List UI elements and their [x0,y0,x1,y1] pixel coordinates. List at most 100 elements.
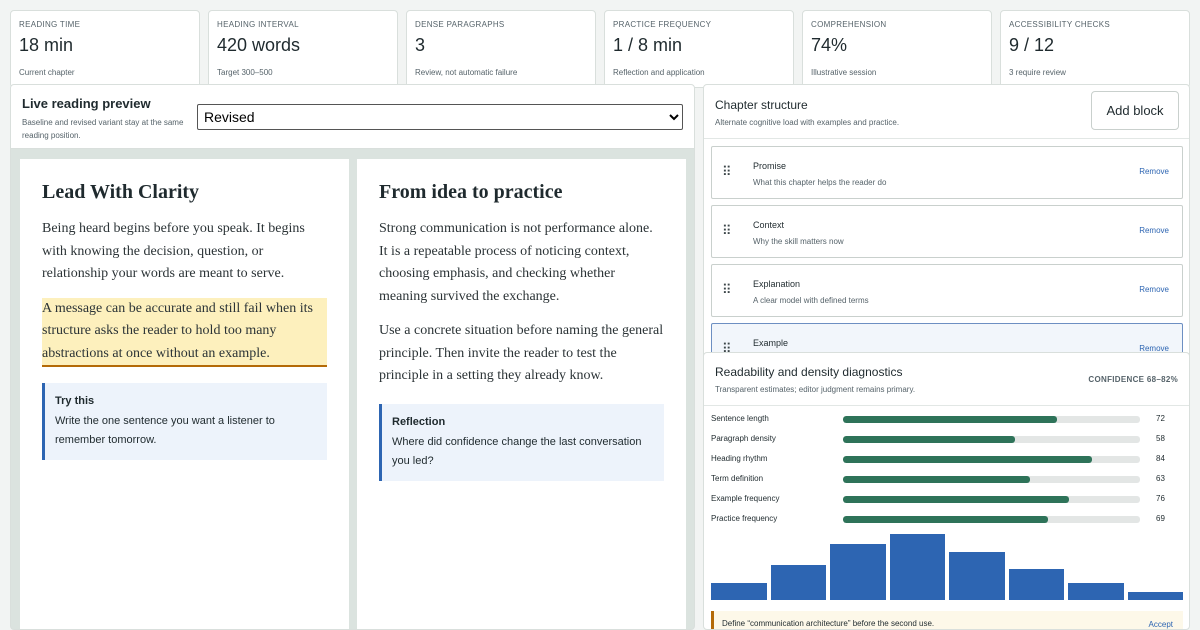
remove-block-button[interactable]: Remove [1139,226,1169,235]
diagnostics-subtitle: Transparent estimates; editor judgment r… [715,385,916,394]
metric-card-accessibility-checks: Accessibility checks 9 / 12 3 require re… [1000,10,1190,88]
metric-value: 18 min [19,35,74,55]
histogram-bar [1008,568,1064,600]
callout-title: Try this [55,395,95,407]
diagnostic-name: Term definition [711,474,764,483]
structure-block-explanation[interactable]: ⠿ Explanation A clear model with defined… [711,264,1183,317]
metric-label: Practice frequency [613,20,712,29]
page-heading: Lead With Clarity [42,181,200,203]
structure-block-context[interactable]: ⠿ Context Why the skill matters now Remo… [711,205,1183,258]
histogram-bar [830,544,886,600]
metric-label: Dense paragraphs [415,20,505,29]
metric-card-reading-time: Reading time 18 min Current chapter [10,10,200,88]
preview-description: Baseline and revised variant stay at the… [22,118,184,140]
diagnostic-row: Paragraph density 58 [711,433,1181,445]
flagged-paragraph[interactable]: A message can be accurate and still fail… [42,297,327,367]
diagnostic-name: Paragraph density [711,434,776,443]
histogram-bar [949,551,1005,600]
diagnostic-track [843,416,1140,423]
diagnostic-track [843,456,1140,463]
metric-card-practice-frequency: Practice frequency 1 / 8 min Reflection … [604,10,794,88]
structure-subtitle: Alternate cognitive load with examples a… [715,118,900,127]
diagnostic-row: Sentence length 72 [711,413,1181,425]
drag-handle-icon[interactable]: ⠿ [722,223,731,238]
metric-label: Accessibility checks [1009,20,1110,29]
diagnostic-name: Practice frequency [711,514,778,523]
callout-body: Where did confidence change the last con… [392,435,642,467]
chapter-structure-panel: Chapter structure Alternate cognitive lo… [703,84,1190,360]
diagnostics-panel: Readability and density diagnostics Tran… [703,352,1190,630]
metric-note: Reflection and application [613,68,705,77]
diagnostic-row: Example frequency 76 [711,493,1181,505]
diagnostic-name: Sentence length [711,414,769,423]
density-histogram [711,533,1183,600]
add-block-button[interactable]: Add block [1091,91,1179,130]
metric-label: Reading time [19,20,81,29]
drag-handle-icon[interactable]: ⠿ [722,341,731,356]
diagnostic-value: 72 [1156,414,1165,423]
histogram-bar [889,534,945,600]
variant-select[interactable]: Revised [197,104,683,130]
reflection-callout: Reflection Where did confidence change t… [379,403,664,481]
block-description: What this chapter helps the reader do [753,178,887,187]
diagnostic-bar [843,496,1069,503]
page-heading: From idea to practice [379,181,563,203]
block-description: A clear model with defined terms [753,296,869,305]
block-title: Example [753,338,789,348]
paragraph: Strong communication is not performance … [379,221,653,304]
remove-block-button[interactable]: Remove [1139,167,1169,176]
paragraph: Being heard begins before you speak. It … [42,221,305,281]
baseline-page: Lead With Clarity Being heard begins bef… [20,159,349,629]
diagnostic-bar [843,516,1048,523]
diagnostic-bar [843,476,1031,483]
diagnostic-name: Example frequency [711,494,780,503]
metric-note: Target 300–500 [217,68,273,77]
preview-title: Live reading preview [22,96,151,111]
diagnostic-row: Practice frequency 69 [711,513,1181,525]
metric-note: Illustrative session [811,68,877,77]
diagnostic-name: Heading rhythm [711,454,768,463]
diagnostic-bar [843,416,1057,423]
histogram-bar [1068,583,1124,600]
diagnostic-track [843,516,1140,523]
suggestion-item: Define “communication architecture” befo… [711,611,1183,629]
diagnostic-value: 84 [1156,454,1165,463]
metric-value: 420 words [217,35,301,55]
metric-card-heading-interval: Heading interval 420 words Target 300–50… [208,10,398,88]
block-title: Explanation [753,279,801,289]
remove-block-button[interactable]: Remove [1139,285,1169,294]
metric-label: Comprehension [811,20,887,29]
revised-page: From idea to practice Strong communicati… [357,159,686,629]
callout-body: Write the one sentence you want a listen… [55,415,275,446]
metric-value: 9 / 12 [1009,35,1055,55]
try-this-callout: Try this Write the one sentence you want… [42,383,327,460]
structure-block-promise[interactable]: ⠿ Promise What this chapter helps the re… [711,146,1183,199]
metric-note: Current chapter [19,68,75,77]
structure-title: Chapter structure [715,98,808,112]
diagnostic-track [843,436,1140,443]
metric-card-dense-paragraphs: Dense paragraphs 3 Review, not automatic… [406,10,596,88]
remove-block-button[interactable]: Remove [1139,344,1169,353]
diagnostic-value: 58 [1156,434,1165,443]
metric-value: 74% [811,35,848,55]
diagnostic-row: Term definition 63 [711,473,1181,485]
diagnostic-track [843,476,1140,483]
divider [704,138,1189,139]
metric-value: 3 [415,35,426,55]
block-description: Why the skill matters now [753,237,844,246]
callout-title: Reflection [392,415,446,428]
diagnostic-bar [843,436,1016,443]
block-title: Promise [753,161,787,171]
diagnostic-value: 76 [1156,494,1165,503]
divider [704,405,1189,406]
metric-card-comprehension: Comprehension 74% Illustrative session [802,10,992,88]
reading-preview-panel: Live reading preview Baseline and revise… [10,84,695,630]
metric-label: Heading interval [217,20,299,29]
diagnostics-title: Readability and density diagnostics [715,365,903,379]
accept-suggestion-button[interactable]: Accept [1148,620,1173,629]
drag-handle-icon[interactable]: ⠿ [722,282,731,297]
drag-handle-icon[interactable]: ⠿ [722,164,731,179]
preview-header: Live reading preview Baseline and revise… [11,85,694,149]
metric-note: Review, not automatic failure [415,68,518,77]
